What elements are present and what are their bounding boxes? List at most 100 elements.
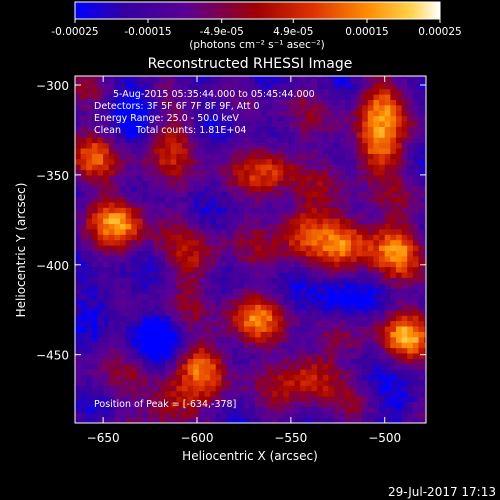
heatmap-cell — [317, 369, 324, 376]
heatmap-cell — [395, 77, 403, 84]
heatmap-cell — [108, 131, 116, 138]
heatmap-cell — [148, 191, 155, 198]
heatmap-cell — [390, 201, 397, 208]
heatmap-cell — [390, 379, 397, 386]
heatmap-cell — [339, 153, 346, 160]
heatmap-cell — [328, 245, 335, 251]
heatmap-cell — [210, 174, 217, 181]
heatmap-cell — [367, 201, 375, 208]
heatmap-cell — [317, 158, 324, 165]
heatmap-cell — [328, 196, 335, 203]
heatmap-cell — [75, 196, 82, 203]
heatmap-cell — [339, 245, 346, 251]
heatmap-cell — [317, 347, 324, 354]
heatmap-cell — [395, 363, 403, 370]
heatmap-cell — [412, 293, 420, 300]
heatmap-cell — [300, 331, 307, 338]
heatmap-cell — [227, 169, 234, 176]
heatmap-cell — [356, 212, 363, 219]
heatmap-cell — [232, 347, 239, 354]
heatmap-cell — [136, 374, 144, 381]
heatmap-cell — [238, 304, 245, 311]
heatmap-cell — [362, 347, 369, 354]
heatmap-cell — [80, 304, 87, 311]
heatmap-cell — [221, 207, 228, 214]
heatmap-cell — [350, 110, 358, 117]
heatmap-cell — [227, 239, 234, 246]
heatmap-cell — [131, 309, 138, 316]
heatmap-cell — [131, 369, 138, 376]
heatmap-cell — [356, 228, 363, 235]
heatmap-cell — [170, 212, 177, 219]
heatmap-cell — [204, 169, 211, 176]
heatmap-cell — [170, 191, 177, 198]
heatmap-cell — [243, 336, 251, 343]
heatmap-cell — [148, 304, 155, 311]
heatmap-cell — [424, 174, 426, 181]
heatmap-cell — [142, 191, 149, 198]
heatmap-cell — [384, 266, 391, 273]
heatmap-cell — [350, 293, 358, 300]
heatmap-cell — [283, 250, 290, 257]
heatmap-cell — [165, 126, 172, 133]
heatmap-cell — [153, 196, 161, 203]
heatmap-cell — [91, 196, 99, 203]
heatmap-cell — [373, 142, 380, 149]
heatmap-cell — [362, 93, 369, 100]
heatmap-cell — [165, 266, 172, 273]
heatmap-cell — [86, 412, 93, 419]
heatmap-cell — [91, 336, 99, 343]
heatmap-cell — [390, 325, 397, 332]
heatmap-cell — [407, 342, 414, 349]
heatmap-cell — [249, 255, 256, 262]
heatmap-cell — [272, 293, 279, 300]
heatmap-cell — [283, 325, 290, 332]
heatmap-cell — [418, 207, 425, 214]
heatmap-cell — [424, 137, 426, 144]
heatmap-cell — [412, 288, 420, 295]
heatmap-cell — [322, 115, 329, 122]
heatmap-cell — [345, 315, 352, 322]
heatmap-cell — [362, 201, 369, 208]
heatmap-cell — [249, 342, 256, 349]
heatmap-cell — [390, 126, 397, 133]
heatmap-cell — [345, 379, 352, 386]
heatmap-cell — [334, 336, 341, 343]
heatmap-cell — [193, 212, 200, 219]
heatmap-cell — [80, 99, 87, 106]
heatmap-cell — [384, 185, 391, 192]
heatmap-cell — [249, 309, 256, 316]
heatmap-cell — [356, 76, 363, 79]
heatmap-cell — [103, 325, 110, 332]
heatmap-cell — [283, 77, 290, 84]
heatmap-cell — [424, 234, 426, 241]
heatmap-cell — [390, 158, 397, 165]
heatmap-cell — [356, 77, 363, 84]
heatmap-cell — [210, 201, 217, 208]
heatmap-cell — [345, 126, 352, 133]
heatmap-cell — [148, 261, 155, 268]
heatmap-cell — [305, 390, 313, 397]
heatmap-cell — [266, 153, 273, 160]
heatmap-cell — [187, 412, 194, 419]
heatmap-cell — [384, 93, 391, 100]
heatmap-cell — [345, 169, 352, 176]
heatmap-cell — [395, 277, 403, 284]
heatmap-cell — [356, 250, 363, 257]
heatmap-cell — [339, 331, 346, 338]
heatmap-cell — [384, 223, 391, 230]
heatmap-cell — [407, 401, 414, 408]
heatmap-cell — [424, 293, 426, 300]
heatmap-cell — [159, 250, 166, 257]
heatmap-cell — [181, 385, 189, 392]
heatmap-cell — [148, 234, 155, 241]
heatmap-cell — [334, 126, 341, 133]
heatmap-cell — [238, 379, 245, 386]
heatmap-cell — [384, 201, 391, 208]
heatmap-cell — [153, 228, 161, 235]
heatmap-cell — [339, 126, 346, 133]
heatmap-cell — [266, 298, 273, 305]
heatmap-cell — [260, 347, 268, 354]
heatmap-cell — [153, 336, 161, 343]
heatmap-cell — [86, 196, 93, 203]
